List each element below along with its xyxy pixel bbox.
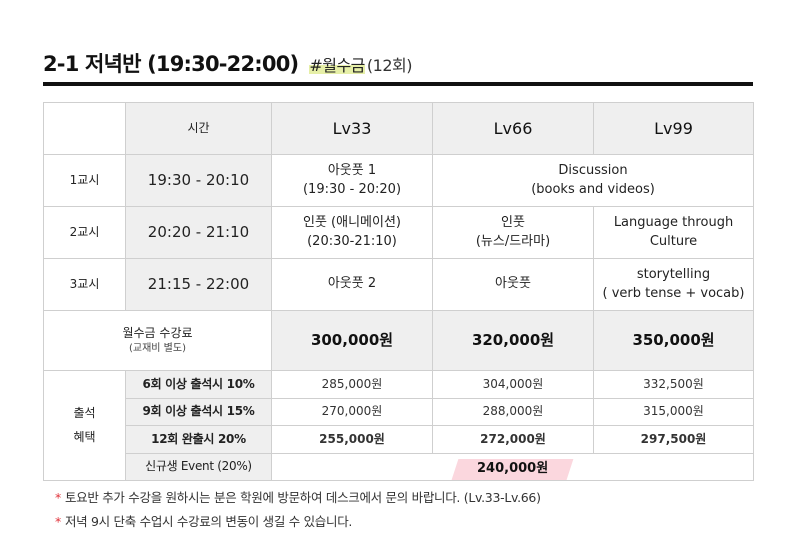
cell-line: Discussion [558, 162, 628, 178]
cell-line: 인풋 (애니메이션) [303, 214, 401, 230]
period-merged-lv66-lv99: Discussion (books and videos) [432, 154, 754, 207]
header-lv33: Lv33 [271, 102, 433, 155]
benefit-label: 12회 완출시 20% [125, 425, 272, 454]
period-label: 3교시 [43, 258, 126, 311]
fee-label-cell: 월수금 수강료 (교재비 별도) [43, 310, 272, 371]
cell-line: 아웃풋 1 [327, 162, 377, 178]
page-title: 2-1 저녁반 (19:30-22:00) [43, 52, 299, 76]
period-lv33: 인풋 (애니메이션) (20:30-21:10) [271, 206, 433, 259]
benefit-lv33: 270,000원 [271, 398, 433, 426]
benefit-lv33: 255,000원 [271, 425, 433, 454]
table-header-row: 시간 Lv33 Lv66 Lv99 [43, 102, 754, 155]
period-lv33: 아웃풋 1 (19:30 - 20:20) [271, 154, 433, 207]
fee-label: 월수금 수강료 [122, 325, 193, 340]
benefit-lv33: 285,000원 [271, 370, 433, 399]
period-time: 19:30 - 20:10 [125, 154, 272, 207]
period-lv33: 아웃풋 2 [271, 258, 433, 311]
fee-lv66: 320,000원 [432, 310, 594, 371]
event-label: 신규생 Event (20%) [125, 453, 272, 481]
cell-line: storytelling [636, 266, 711, 282]
period-lv66: 아웃풋 [432, 258, 594, 311]
period-label: 2교시 [43, 206, 126, 259]
cell-line: (뉴스/드라마) [475, 233, 551, 249]
page-header: 2-1 저녁반 (19:30-22:00) #월수금 (12회) [43, 48, 412, 82]
asterisk: * [55, 490, 61, 505]
table-row: 2교시 20:20 - 21:10 인풋 (애니메이션) (20:30-21:1… [43, 206, 754, 259]
table-row: 3교시 21:15 - 22:00 아웃풋 2 아웃풋 storytelling… [43, 258, 754, 311]
period-time: 20:20 - 21:10 [125, 206, 272, 259]
header-lv66: Lv66 [432, 102, 594, 155]
header-time: 시간 [125, 102, 272, 155]
event-price: 240,000원 [476, 460, 549, 476]
fee-row: 월수금 수강료 (교재비 별도) 300,000원 320,000원 350,0… [43, 310, 754, 371]
session-count: (12회) [366, 56, 413, 75]
period-time: 21:15 - 22:00 [125, 258, 272, 311]
benefit-lv66: 288,000원 [432, 398, 594, 426]
benefit-row: 출석 혜택 6회 이상 출석시 10% 285,000원 304,000원 33… [43, 370, 754, 481]
event-price-cell: 240,000원 [271, 453, 754, 481]
benefit-lv99: 297,500원 [593, 425, 754, 454]
benefit-lv99: 315,000원 [593, 398, 754, 426]
fee-lv99: 350,000원 [593, 310, 754, 371]
period-lv66: 인풋 (뉴스/드라마) [432, 206, 594, 259]
notes: * 토요반 추가 수강을 원하시는 분은 학원에 방문하여 데스크에서 문의 바랍… [55, 490, 541, 538]
note-text: 저녁 9시 단축 수업시 수강료의 변동이 생길 수 있습니다. [64, 514, 353, 529]
benefit-group-line: 혜택 [73, 429, 96, 444]
cell-line: (books and videos) [531, 181, 655, 197]
note-line: * 토요반 추가 수강을 원하시는 분은 학원에 방문하여 데스크에서 문의 바랍… [55, 490, 541, 514]
period-lv99: Language through Culture [593, 206, 754, 259]
benefit-group-line: 출석 [73, 406, 96, 421]
benefit-row: 9회 이상 출석시 15% 270,000원 288,000원 315,000원 [44, 398, 754, 426]
benefit-lv99: 332,500원 [593, 370, 754, 399]
note-text: 토요반 추가 수강을 원하시는 분은 학원에 방문하여 데스크에서 문의 바랍니… [64, 490, 541, 505]
fee-lv33: 300,000원 [271, 310, 433, 371]
benefit-group-label: 출석 혜택 [43, 370, 126, 481]
benefit-lv66: 272,000원 [432, 425, 594, 454]
period-lv99: storytelling ( verb tense + vocab) [593, 258, 754, 311]
benefit-lv66: 304,000원 [432, 370, 594, 399]
table-row: 1교시 19:30 - 20:10 아웃풋 1 (19:30 - 20:20) … [43, 154, 754, 207]
cell-line: ( verb tense + vocab) [602, 285, 745, 301]
benefit-label: 6회 이상 출석시 10% [125, 370, 272, 399]
event-row: 신규생 Event (20%) 240,000원 [44, 453, 754, 481]
fee-sublabel: (교재비 별도) [129, 342, 186, 354]
header-lv99: Lv99 [593, 102, 754, 155]
title-underline [43, 82, 753, 86]
cell-line: (20:30-21:10) [307, 233, 397, 249]
cell-line: Culture [649, 233, 698, 249]
note-line: * 저녁 9시 단축 수업시 수강료의 변동이 생길 수 있습니다. [55, 514, 541, 538]
cell-line: Language through [613, 214, 734, 230]
cell-line: 인풋 [501, 214, 525, 230]
benefit-row: 12회 완출시 20% 255,000원 272,000원 297,500원 [44, 425, 754, 454]
asterisk: * [55, 514, 61, 529]
schedule-table: 시간 Lv33 Lv66 Lv99 1교시 19:30 - 20:10 아웃풋 … [43, 102, 754, 481]
header-empty-cell [43, 102, 126, 155]
schedule-tag: #월수금 [309, 52, 365, 76]
period-label: 1교시 [43, 154, 126, 207]
event-price-highlight: 240,000원 [451, 458, 574, 480]
cell-line: (19:30 - 20:20) [302, 181, 402, 197]
benefit-label: 9회 이상 출석시 15% [125, 398, 272, 426]
